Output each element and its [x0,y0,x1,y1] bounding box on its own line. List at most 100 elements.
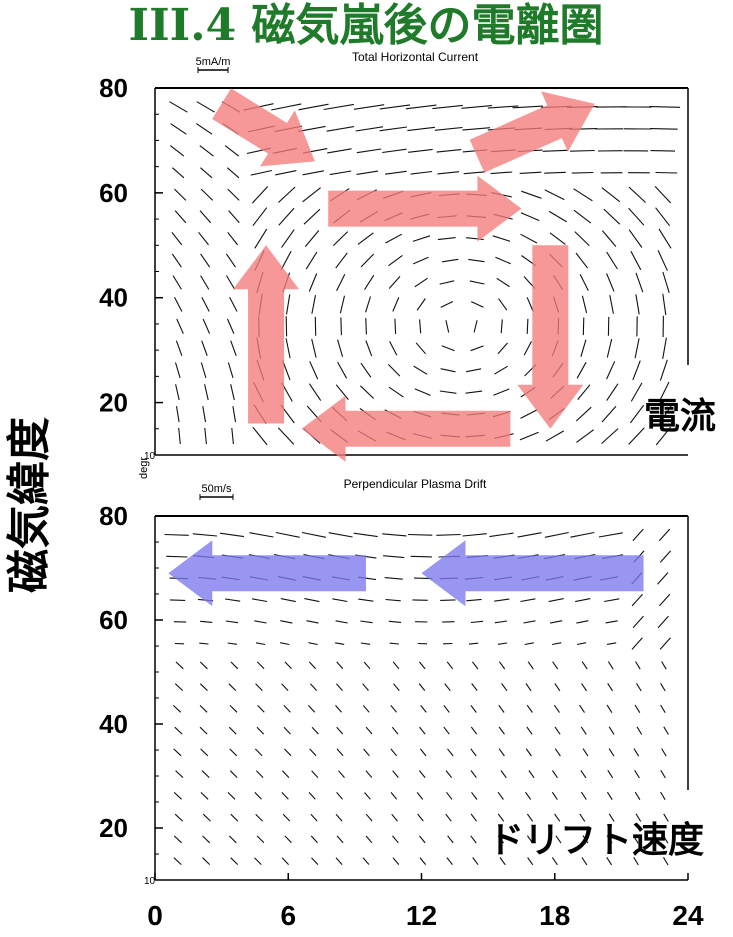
vector-stroke [662,835,669,844]
vector-stroke [250,169,273,176]
panel-title: Perpendicular Plasma Drift [344,477,487,491]
vector-stroke [635,272,644,293]
vector-stroke [298,125,326,132]
vector-stroke [519,171,542,174]
y-tick-label: 20 [99,813,128,843]
vector-stroke [471,791,478,800]
vector-stroke [254,620,267,624]
y-tick-label: 80 [99,73,128,103]
vector-stroke [199,661,208,670]
vector-stroke [311,726,319,735]
vector-stroke [605,620,618,624]
vector-stroke [202,835,211,844]
vector-stroke [436,149,462,153]
vector-stroke [662,337,667,359]
vector-stroke [335,620,348,624]
y-bottom-tick: 10 [144,451,156,462]
vector-stroke [172,275,182,290]
vector-stroke [199,642,209,645]
vector-stroke [470,620,484,624]
vector-stroke [470,301,484,308]
vector-stroke [443,704,450,713]
vector-stroke [227,642,237,645]
vector-stroke [308,383,322,401]
vector-stroke [310,813,318,822]
vector-stroke [601,187,621,203]
vector-stroke [512,105,544,109]
vector-stroke [437,237,456,241]
x-tick-labels: 0 6 12 18 24 [147,873,704,931]
vector-stroke [332,598,348,603]
vector-stroke [658,528,671,542]
vector-stroke [311,294,317,314]
vector-stroke [470,345,484,352]
vector-stroke [169,599,186,601]
x-tick-label: 0 [147,900,163,931]
vector-stroke [419,726,426,735]
vector-stroke [466,237,484,241]
vector-stroke [327,148,352,154]
vector-stroke [225,253,236,268]
vector-stroke [363,661,371,670]
vector-stroke [394,318,397,334]
vector-stroke [660,704,666,713]
scale-bar: 5mA/m [196,56,230,73]
vector-stroke [494,598,510,602]
vector-stroke [604,598,620,603]
vector-stroke [581,857,588,866]
degr-label: degr [138,457,150,479]
vector-stroke [436,533,461,536]
vector-stroke [649,128,678,130]
vector-stroke [447,835,454,844]
vector-stroke [581,295,588,314]
vector-stroke [634,791,641,800]
vector-stroke [335,857,343,865]
vector-stroke [440,599,456,601]
vector-stroke [634,770,640,779]
vector-stroke [280,598,296,603]
vector-stroke [358,598,374,602]
vector-stroke [231,427,234,445]
current-panel: Total Horizontal Current 5mA/m 80 60 40 20 10 電… [99,50,716,462]
vector-stroke [418,683,426,691]
vector-stroke [528,770,535,779]
y-tick-label: 40 [99,709,128,739]
vector-stroke [571,171,594,174]
vector-stroke [519,431,539,441]
vector-stroke [336,748,344,757]
vector-stroke [192,533,218,537]
vector-stroke [277,427,295,445]
vector-stroke [412,256,429,265]
vector-stroke [498,748,505,757]
vector-stroke [551,770,558,779]
vector-stroke [176,318,184,334]
vector-stroke [219,532,244,538]
vector-stroke [601,405,617,423]
vector-stroke [308,642,318,646]
y-tick-label: 60 [99,178,128,208]
vector-stroke [601,428,619,444]
vector-stroke [362,683,369,691]
y-tick-label: 60 [99,605,128,635]
vector-stroke [303,208,321,225]
vector-stroke [439,390,457,394]
vector-stroke [606,383,619,401]
vector-stroke [439,280,455,285]
vector-stroke [579,274,589,291]
vector-stroke [389,341,398,356]
vector-stroke [305,251,318,270]
vector-stroke [336,661,344,670]
vector-stroke [311,338,317,358]
vector-stroke [392,835,399,844]
vector-stroke [410,555,432,558]
vector-stroke [554,748,561,757]
vector-stroke [307,705,316,713]
vector-stroke [470,704,477,713]
vector-stroke [526,835,534,844]
panel-title: Total Horizontal Current [352,50,479,64]
vector-stroke [339,295,346,314]
vector-stroke [285,294,291,315]
vector-stroke [521,190,542,199]
vector-stroke [202,857,211,865]
vector-stroke [658,228,672,249]
